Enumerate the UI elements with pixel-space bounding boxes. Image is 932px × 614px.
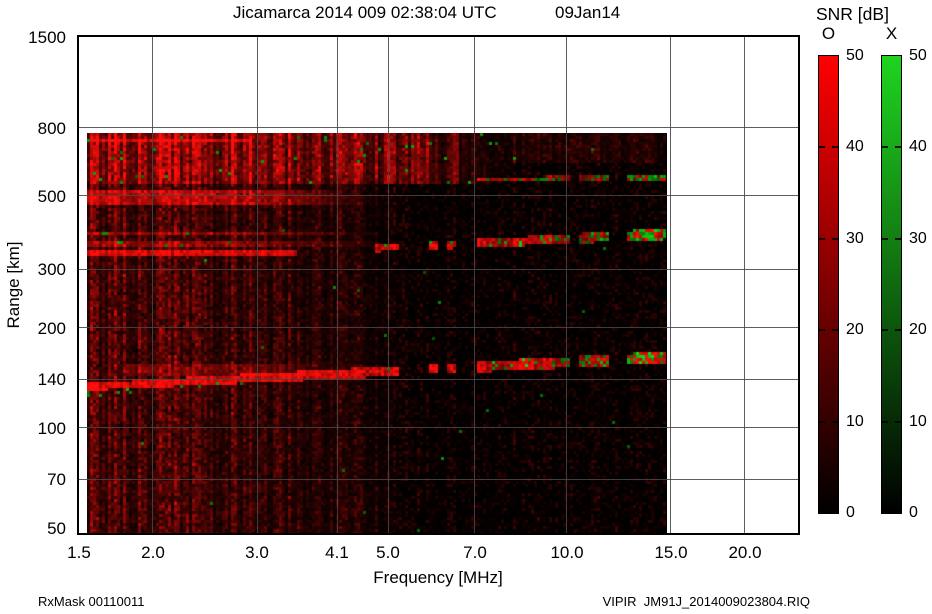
y-tick-label: 140 — [37, 370, 66, 389]
y-gridline — [79, 127, 798, 129]
y-gridline — [79, 327, 798, 329]
colorbar-dash-tick — [819, 421, 838, 423]
colorbar-tick-label: 40 — [909, 138, 927, 155]
colorbar-tick-label: 20 — [909, 321, 927, 338]
y-tick-label: 70 — [47, 470, 66, 489]
plot-title: Jicamarca 2014 009 02:38:04 UTC — [233, 3, 497, 22]
colorbar-x-mode — [881, 55, 902, 514]
x-tick-label: 10.0 — [550, 543, 584, 562]
x-gridline — [152, 37, 154, 533]
snr-heatmap-canvas — [87, 133, 667, 533]
x-tick-label: 2.0 — [141, 543, 165, 562]
colorbar-tick-label: 30 — [909, 230, 927, 247]
x-axis-label: Frequency [MHz] — [373, 568, 503, 587]
x-gridline — [670, 37, 672, 533]
colorbar-tick-label: 0 — [846, 504, 855, 521]
x-gridline — [256, 37, 258, 533]
y-axis-label: Range [km] — [4, 241, 23, 329]
colorbar-tick-label: 0 — [909, 504, 918, 521]
x-tick-label: 15.0 — [654, 543, 688, 562]
colorbar-dash-tick — [882, 421, 901, 423]
y-tick-label: 500 — [37, 187, 66, 206]
colorbar-tick-label: 30 — [846, 230, 864, 247]
y-gridline — [79, 427, 798, 429]
x-tick-label: 20.0 — [728, 543, 762, 562]
colorbar-dash-tick — [882, 238, 901, 240]
colorbar-dash-tick — [819, 146, 838, 148]
y-tick-label: 200 — [37, 319, 66, 338]
x-tick-label: 5.0 — [376, 543, 400, 562]
y-gridline — [79, 195, 798, 197]
y-tick-label: 100 — [37, 419, 66, 438]
colorbar-tick-label: 20 — [846, 321, 864, 338]
x-tick-label: 3.0 — [245, 543, 269, 562]
x-gridline — [566, 37, 568, 533]
x-gridline — [388, 37, 389, 533]
colorbar-dash-tick — [819, 238, 838, 240]
y-tick-label: 50 — [47, 519, 66, 538]
colorbar-o-mode-label: O — [821, 24, 836, 43]
colorbar-dash-tick — [882, 146, 901, 148]
colorbar-tick-label: 10 — [909, 413, 927, 430]
plot-date-label: 09Jan14 — [555, 3, 621, 22]
source-file-text: VIPIR JM91J_2014009023804.RIQ — [602, 594, 810, 609]
colorbar-o-mode — [818, 55, 839, 514]
x-gridline — [337, 37, 338, 533]
colorbar-title: SNR [dB] — [816, 4, 889, 24]
colorbar-tick-label: 10 — [846, 413, 864, 430]
colorbar-dash-tick — [819, 329, 838, 331]
y-tick-label: 300 — [37, 260, 66, 279]
colorbar-tick-label: 40 — [846, 138, 864, 155]
x-tick-label: 1.5 — [67, 543, 91, 562]
y-tick-label: 1500 — [28, 28, 66, 47]
colorbar-tick-label: 50 — [909, 47, 927, 64]
y-tick-label: 800 — [37, 119, 66, 138]
x-gridline — [744, 37, 746, 533]
x-gridline — [474, 37, 476, 533]
y-gridline — [79, 378, 798, 380]
colorbar-tick-label: 50 — [846, 47, 864, 64]
rxmask-text: RxMask 00110011 — [38, 594, 145, 609]
x-tick-label: 4.1 — [325, 543, 349, 562]
y-gridline — [79, 268, 798, 270]
plot-area — [77, 35, 800, 535]
colorbar-dash-tick — [882, 329, 901, 331]
colorbar-x-mode-label: X — [885, 24, 898, 43]
y-gridline — [79, 478, 798, 480]
x-tick-label: 7.0 — [463, 543, 487, 562]
